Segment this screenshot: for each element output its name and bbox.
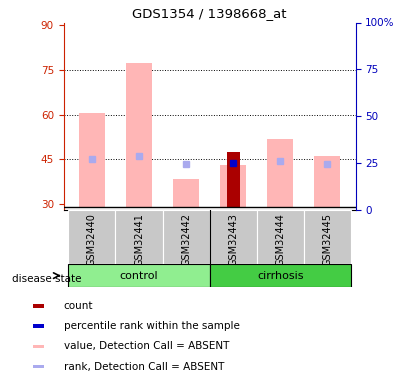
Title: GDS1354 / 1398668_at: GDS1354 / 1398668_at [132,7,287,20]
Bar [257,210,304,264]
Bar [210,210,257,264]
Bar [33,345,44,348]
Text: count: count [64,301,93,311]
Text: GSM32444: GSM32444 [275,213,285,266]
Text: GSM32443: GSM32443 [228,213,238,266]
Bar [33,365,44,368]
Bar [126,63,152,207]
Bar [210,264,351,287]
Bar [226,152,240,207]
Bar [68,264,210,287]
Bar [79,113,105,207]
Bar [220,165,246,207]
Bar [162,210,210,264]
Bar [173,179,199,207]
Text: cirrhosis: cirrhosis [257,271,303,280]
Text: GSM32442: GSM32442 [181,213,191,266]
Bar [115,210,162,264]
Bar [314,156,340,207]
Text: disease state: disease state [12,274,82,284]
Bar [33,324,44,328]
Text: GSM32440: GSM32440 [87,213,97,266]
Bar [68,210,115,264]
Text: rank, Detection Call = ABSENT: rank, Detection Call = ABSENT [64,362,224,372]
Bar [304,210,351,264]
Text: GSM32441: GSM32441 [134,213,144,266]
Text: value, Detection Call = ABSENT: value, Detection Call = ABSENT [64,341,229,351]
Text: percentile rank within the sample: percentile rank within the sample [64,321,240,331]
Text: GSM32445: GSM32445 [322,213,332,266]
Bar [33,304,44,307]
Text: control: control [120,271,158,280]
Bar [267,139,293,207]
